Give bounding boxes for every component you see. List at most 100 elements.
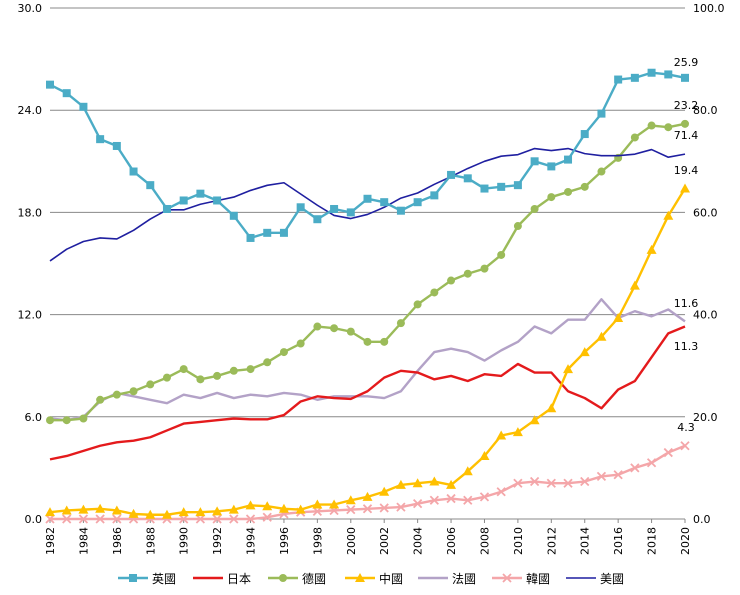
marker-circle — [162, 373, 171, 382]
marker-x — [613, 470, 623, 480]
marker-square — [296, 203, 305, 212]
marker-circle — [664, 123, 673, 132]
marker-square — [246, 233, 255, 242]
marker-x — [429, 495, 439, 505]
marker-circle — [480, 264, 489, 273]
marker-x — [496, 487, 506, 497]
marker-triangle — [78, 504, 89, 514]
marker-circle — [246, 365, 255, 374]
marker-circle — [513, 222, 522, 231]
marker-square — [597, 109, 606, 118]
marker-x — [95, 514, 105, 524]
marker-triangle — [45, 507, 55, 517]
marker-triangle — [579, 347, 590, 357]
x-tick-label: 2018 — [646, 527, 659, 555]
marker-square — [330, 204, 339, 213]
legend-label: 日本 — [227, 572, 251, 586]
legend-item: 韓國 — [492, 572, 550, 586]
marker-square — [664, 70, 673, 79]
marker-circle — [229, 366, 238, 375]
marker-circle — [129, 387, 138, 396]
marker-circle — [580, 182, 589, 191]
y-tick-right: 100.0 — [693, 2, 725, 15]
legend-item: 法國 — [418, 572, 476, 586]
x-tick-label: 2012 — [545, 527, 558, 555]
series-line — [50, 122, 686, 422]
data-label-美國: 71.4 — [674, 129, 699, 142]
marker-square — [647, 68, 656, 77]
marker-square — [46, 80, 54, 89]
marker-square — [380, 198, 389, 207]
x-tick-label: 2014 — [579, 527, 592, 555]
marker-circle — [547, 193, 556, 202]
marker-x — [680, 441, 690, 451]
marker-triangle — [596, 331, 607, 341]
marker-triangle — [529, 415, 540, 425]
marker-square — [229, 211, 238, 220]
marker-circle — [497, 250, 506, 259]
marker-circle — [396, 319, 405, 328]
marker-square — [463, 174, 472, 183]
marker-x — [646, 458, 657, 468]
marker-square — [547, 162, 556, 171]
x-tick-label: 1994 — [245, 527, 258, 555]
marker-triangle — [278, 503, 289, 513]
x-tick-label: 2000 — [345, 527, 358, 555]
marker-circle — [363, 337, 372, 346]
marker-x — [312, 506, 323, 516]
legend-label: 中國 — [379, 571, 403, 586]
marker-x — [179, 514, 189, 524]
data-label-英國: 25.9 — [674, 56, 699, 69]
x-tick-label: 2016 — [612, 527, 625, 555]
y-tick-right: 80.0 — [693, 104, 718, 117]
x-axis-ticks: 1982 1984 1986 1988 1990 1992 1994 1996 1998 2000… — [44, 519, 692, 555]
marker-square — [213, 196, 222, 205]
marker-triangle — [680, 183, 690, 193]
series-德國 — [46, 119, 689, 425]
marker-triangle — [262, 501, 273, 511]
series-韓國 — [45, 441, 690, 524]
series-line — [49, 187, 687, 516]
marker-x — [78, 514, 89, 524]
marker-triangle — [178, 507, 189, 517]
marker-triangle — [161, 509, 172, 519]
series-日本 — [49, 325, 686, 461]
marker-triangle — [446, 479, 457, 489]
marker-triangle — [345, 495, 356, 505]
series-line — [49, 147, 686, 262]
marker-circle — [179, 365, 188, 374]
marker-circle — [380, 337, 389, 346]
marker-circle — [79, 414, 88, 423]
y-tick-left: 0.0 — [25, 513, 43, 526]
marker-triangle — [312, 499, 323, 509]
y-axis-ticks: 0.0 0.0 6.0 20.0 12.0 40.0 18.0 60.0 24.0 80.0 30.… — [18, 2, 725, 526]
marker-circle — [647, 121, 656, 130]
marker-square — [263, 228, 272, 237]
marker-triangle — [329, 499, 340, 509]
marker-circle — [430, 288, 439, 297]
marker-square — [396, 206, 405, 215]
x-tick-label: 1996 — [278, 527, 291, 555]
marker-circle — [296, 339, 305, 348]
legend-label: 美國 — [600, 572, 624, 586]
x-tick-label: 1986 — [111, 527, 124, 555]
data-label-韓國: 4.3 — [677, 421, 695, 434]
marker-circle — [46, 416, 54, 425]
x-tick-label: 2008 — [478, 527, 491, 555]
marker-circle — [146, 380, 155, 389]
x-tick-label: 2020 — [679, 527, 692, 555]
marker-circle — [196, 375, 205, 384]
legend-item: 日本 — [193, 572, 251, 586]
marker-circle — [313, 322, 322, 331]
marker-triangle — [195, 507, 206, 517]
x-tick-label: 1988 — [144, 527, 157, 555]
marker-square — [480, 184, 489, 193]
marker-square — [630, 73, 639, 82]
marker-square — [580, 130, 589, 139]
marker-x — [479, 492, 490, 502]
marker-triangle — [61, 505, 72, 515]
marker-x — [529, 476, 540, 487]
marker-triangle — [613, 313, 624, 323]
marker-square — [497, 182, 506, 191]
marker-x — [112, 514, 122, 524]
